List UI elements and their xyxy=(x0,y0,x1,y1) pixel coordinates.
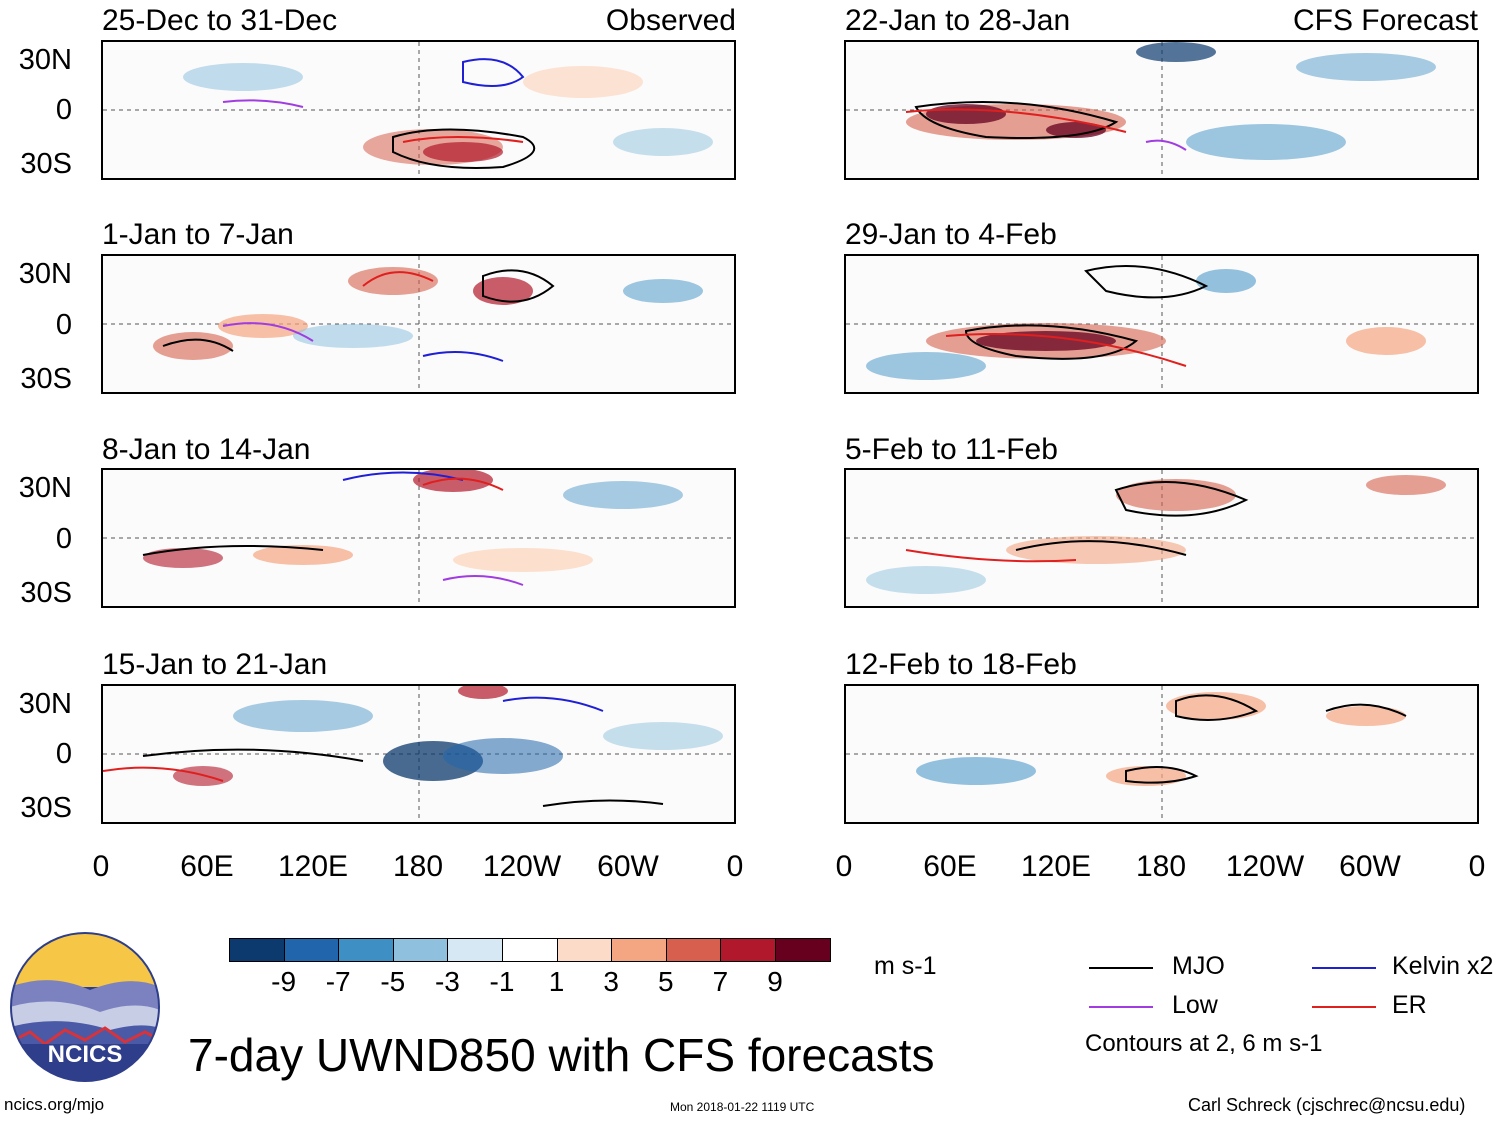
panel-left-4-title: 15-Jan to 21-Jan xyxy=(102,648,328,681)
panel-right-1-title: 22-Jan to 28-Jan xyxy=(845,4,1071,37)
colorbar-tick-label: 3 xyxy=(603,966,619,997)
lon-left-60e: 60E xyxy=(180,850,234,883)
colorbar-tick-label: -5 xyxy=(380,966,406,997)
lon-right-0: 0 xyxy=(835,850,853,883)
colorbar-swatch xyxy=(338,938,394,962)
footer-timestamp: Mon 2018-01-22 1119 UTC xyxy=(670,1100,815,1114)
colorbar-tick-label: -7 xyxy=(325,966,351,997)
map-panel-cfs-3 xyxy=(844,468,1479,608)
legend-er-label: ER xyxy=(1392,991,1427,1019)
lat-30s-4: 30S xyxy=(20,792,72,824)
colorbar-swatch xyxy=(229,938,285,962)
panel-right-3-title: 5-Feb to 11-Feb xyxy=(845,433,1058,466)
panel-left-1-tag: Observed xyxy=(605,4,736,37)
panel-right-2-title: 29-Jan to 4-Feb xyxy=(845,218,1057,251)
colorbar-tick-label: 9 xyxy=(767,966,783,997)
colorbar-tick-label: -3 xyxy=(434,966,460,997)
colorbar-swatch xyxy=(447,938,503,962)
panel-left-1-title: 25-Dec to 31-Dec xyxy=(102,4,338,37)
lon-left-0: 0 xyxy=(92,850,110,883)
colorbar-swatch xyxy=(283,938,340,962)
ncics-logo: NCICS xyxy=(10,932,160,1082)
lon-right-60e: 60E xyxy=(923,850,977,883)
colorbar-swatch xyxy=(665,938,722,962)
lat-30s-2: 30S xyxy=(20,363,72,395)
map-panel-obs-1 xyxy=(101,40,736,180)
panel-right-4-title: 12-Feb to 18-Feb xyxy=(845,648,1077,681)
legend-mjo-line xyxy=(1089,967,1153,969)
legend-kelvin-label: Kelvin x2 xyxy=(1392,952,1494,980)
footer-author: Carl Schreck (cjschrec@ncsu.edu) xyxy=(1188,1095,1466,1115)
lon-left-180: 180 xyxy=(392,850,444,883)
lon-right-0-end: 0 xyxy=(1468,850,1486,883)
colorbar-swatch xyxy=(720,938,776,962)
legend-low-line xyxy=(1089,1006,1153,1008)
map-panel-cfs-2 xyxy=(844,254,1479,394)
lat-0-2: 0 xyxy=(55,309,72,341)
lon-right-120w: 120W xyxy=(1225,850,1305,883)
lon-left-120e: 120E xyxy=(277,850,349,883)
footer-url[interactable]: ncics.org/mjo xyxy=(4,1095,105,1114)
panel-right-1-tag: CFS Forecast xyxy=(1292,4,1478,37)
legend-kelvin-line xyxy=(1312,967,1376,969)
legend-note: Contours at 2, 6 m s-1 xyxy=(1085,1030,1323,1057)
colorbar-swatch xyxy=(775,938,831,962)
colorbar-tick-label: 1 xyxy=(548,966,565,997)
map-panel-obs-4 xyxy=(101,684,736,824)
map-panel-cfs-4 xyxy=(844,684,1479,824)
panel-left-2-title: 1-Jan to 7-Jan xyxy=(102,218,294,251)
colorbar-unit: m s-1 xyxy=(874,952,937,980)
colorbar-swatch xyxy=(611,938,667,962)
map-panel-obs-2 xyxy=(101,254,736,394)
lon-left-60w: 60W xyxy=(597,850,659,883)
lat-0-3: 0 xyxy=(55,523,72,555)
colorbar-swatch xyxy=(502,938,558,962)
lat-30s-3: 30S xyxy=(20,577,72,609)
map-panel-obs-3 xyxy=(101,468,736,608)
lat-30s-1: 30S xyxy=(20,148,72,180)
lat-30n-1: 30N xyxy=(18,44,72,76)
lat-30n-2: 30N xyxy=(18,258,72,290)
logo-text: NCICS xyxy=(48,1041,123,1068)
map-panel-cfs-1 xyxy=(844,40,1479,180)
colorbar-tick-label: 7 xyxy=(712,966,729,997)
colorbar-tick-label: 5 xyxy=(658,966,674,997)
lon-left-120w: 120W xyxy=(482,850,562,883)
colorbar-tick-label: -9 xyxy=(271,966,297,997)
lon-left-0-end: 0 xyxy=(726,850,744,883)
lat-0-4: 0 xyxy=(55,738,72,770)
lat-30n-4: 30N xyxy=(18,688,72,720)
panel-left-3-title: 8-Jan to 14-Jan xyxy=(102,433,311,466)
lon-right-120e: 120E xyxy=(1020,850,1092,883)
lon-right-60w: 60W xyxy=(1339,850,1401,883)
legend-er-line xyxy=(1312,1006,1376,1008)
colorbar-swatch xyxy=(392,938,449,962)
lat-0-1: 0 xyxy=(55,94,72,126)
colorbar-tick-label: -1 xyxy=(489,966,515,997)
colorbar-swatch xyxy=(556,938,613,962)
lon-right-180: 180 xyxy=(1135,850,1187,883)
legend-mjo-label: MJO xyxy=(1172,952,1225,980)
figure-title: 7-day UWND850 with CFS forecasts xyxy=(188,1029,935,1081)
legend-low-label: Low xyxy=(1172,991,1218,1019)
lat-30n-3: 30N xyxy=(18,472,72,504)
